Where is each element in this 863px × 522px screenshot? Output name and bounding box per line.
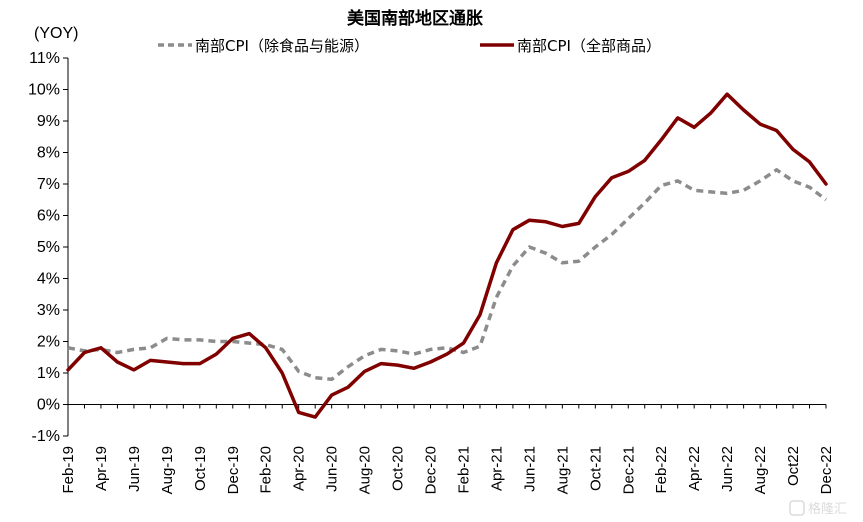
- x-tick-label: Feb-22: [653, 446, 670, 494]
- watermark: 格隆汇: [789, 500, 847, 516]
- y-tick-label: 3%: [37, 302, 60, 319]
- x-tick-label: Jun-22: [719, 446, 736, 492]
- watermark-text: 格隆汇: [808, 501, 847, 516]
- y-tick-label: -1%: [32, 428, 60, 445]
- x-tick-label: Dec-20: [423, 446, 440, 494]
- chart-title: 美国南部地区通胀: [347, 8, 483, 29]
- y-tick-label: 5%: [37, 239, 60, 256]
- series-line-core-cpi: [67, 168, 828, 382]
- x-tick-label: Jun-19: [126, 446, 143, 492]
- x-tick-label: Feb-21: [455, 446, 472, 494]
- y-tick-label: 7%: [37, 176, 60, 193]
- x-tick-label: Jun-21: [521, 446, 538, 492]
- x-tick-label: Apr-22: [686, 446, 703, 491]
- watermark-logo-icon: [789, 500, 805, 516]
- y-tick-label: 9%: [37, 113, 60, 130]
- x-tick-label: Aug-21: [554, 446, 571, 494]
- x-tick-label: Feb-19: [60, 446, 77, 494]
- y-tick-label: 4%: [37, 271, 60, 288]
- y-tick-label: 1%: [37, 365, 60, 382]
- x-tick-label: Aug-22: [752, 446, 769, 494]
- y-tick-label: 11%: [29, 50, 60, 67]
- y-tick-label: 8%: [37, 145, 60, 162]
- x-tick-label: Apr-20: [291, 446, 308, 491]
- x-tick-label: Oct-19: [192, 446, 209, 491]
- x-tick-label: Dec-19: [225, 446, 242, 494]
- x-tick-label: Dec-21: [620, 446, 637, 494]
- x-tick-label: Apr-19: [93, 446, 110, 491]
- x-tick-label: Oct-21: [587, 446, 604, 491]
- y-axis-unit: (YOY): [34, 25, 78, 42]
- legend-label-all: 南部CPI（全部商品）: [517, 37, 661, 55]
- x-tick-label: Apr-21: [488, 446, 505, 491]
- x-axis: Feb-19 Apr-19 Jun-19 Aug-19 Oct-19 Dec-19 Feb-…: [60, 404, 835, 494]
- y-tick-label: 0%: [37, 397, 60, 414]
- series-layer: [66, 92, 828, 419]
- x-tick-label: Oct22: [785, 446, 802, 486]
- legend: 南部CPI（除食品与能源） 南部CPI（全部商品）: [158, 37, 661, 55]
- x-tick-label: Aug-19: [159, 446, 176, 494]
- y-axis: -1% 0% 1% 2% 3% 4% 5% 6% 7% 8% 9% 10% 11%: [28, 50, 69, 445]
- x-tick-label: Oct-20: [390, 446, 407, 491]
- x-tick-label: Jun-20: [324, 446, 341, 492]
- y-tick-label: 2%: [37, 334, 60, 351]
- legend-label-core: 南部CPI（除食品与能源）: [195, 37, 369, 55]
- y-tick-label: 10%: [28, 82, 60, 99]
- x-tick-label: Feb-20: [258, 446, 275, 494]
- series-line-all-items-cpi: [66, 92, 828, 419]
- x-tick-label: Aug-20: [357, 446, 374, 494]
- y-tick-label: 6%: [37, 208, 60, 225]
- x-tick-label: Dec-22: [818, 446, 835, 494]
